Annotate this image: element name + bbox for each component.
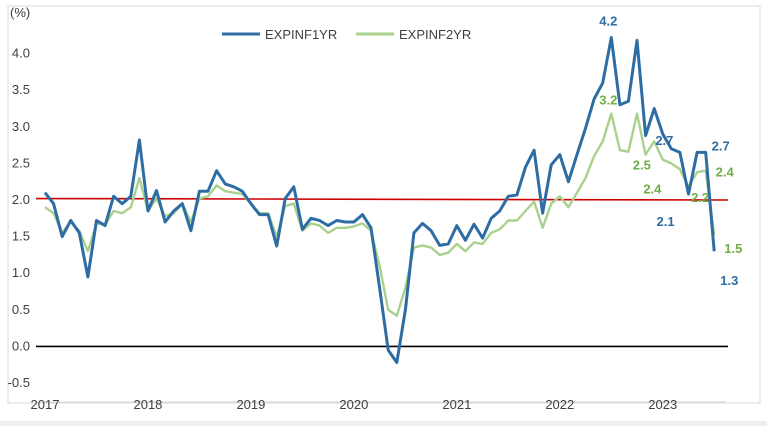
series-layer	[43, 36, 716, 364]
data-label: 1.5	[724, 241, 742, 256]
y-tick-label: 2.0	[12, 192, 30, 207]
y-tick-label: 3.5	[12, 82, 30, 97]
x-tick-label: 2020	[339, 397, 368, 412]
y-tick-label: 0.0	[12, 338, 30, 353]
legend: EXPINF1YR EXPINF2YR	[222, 27, 471, 42]
data-label: 1.3	[720, 273, 738, 288]
data-label: 2.1	[657, 214, 675, 229]
data-label: 2.4	[716, 165, 735, 180]
data-label: 4.2	[599, 13, 617, 28]
data-label: 2.2	[691, 190, 709, 205]
data-label: 2.4	[643, 181, 662, 196]
y-tick-label: 2.5	[12, 155, 30, 170]
y-tick-label: 0.5	[12, 302, 30, 317]
target-line	[35, 197, 729, 201]
data-label: 2.7	[712, 138, 730, 153]
y-tick-label: 1.0	[12, 265, 30, 280]
data-label: 2.5	[633, 157, 651, 172]
x-tick-label: 2017	[31, 397, 60, 412]
x-tick-label: 2023	[648, 397, 677, 412]
legend-label-expinf2yr: EXPINF2YR	[399, 27, 471, 42]
annotation-layer: 4.2 3.2 2.7 2.7 2.5 2.4 2.4 2.2 2.1 1.5 1.3	[599, 13, 742, 288]
reference-lines	[35, 197, 729, 348]
series-line-expinf1yr	[43, 36, 716, 364]
y-tick-label: 4.0	[12, 46, 30, 61]
legend-label-expinf1yr: EXPINF1YR	[265, 27, 337, 42]
data-label: 2.7	[655, 133, 673, 148]
x-axis: 2017 2018 2019 2020 2021 2022 2023	[31, 397, 726, 412]
y-tick-label: 3.0	[12, 119, 30, 134]
y-axis: 4.0 3.5 3.0 2.5 2.0 1.5 1.0 0.5 0.0 -0.5	[8, 46, 30, 390]
x-tick-label: 2022	[545, 397, 574, 412]
y-tick-label: 1.5	[12, 229, 30, 244]
series-line-expinf2yr	[44, 112, 716, 317]
outer-frame	[7, 5, 761, 404]
data-label: 3.2	[599, 93, 617, 108]
y-tick-label: -0.5	[8, 375, 30, 390]
x-tick-label: 2021	[442, 397, 471, 412]
y-unit-label: (%)	[10, 5, 30, 20]
x-tick-label: 2018	[133, 397, 162, 412]
x-tick-label: 2019	[236, 397, 265, 412]
